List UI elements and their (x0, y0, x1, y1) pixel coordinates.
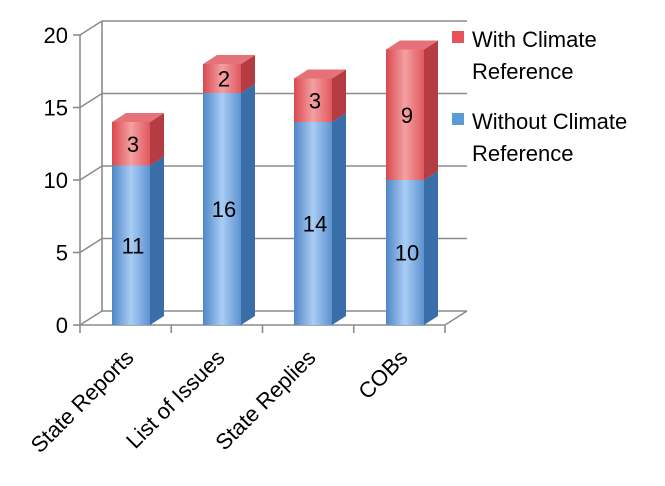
legend-label: Reference (472, 59, 574, 84)
data-label: 2 (218, 67, 230, 92)
data-label: 9 (401, 103, 413, 128)
bar-top (203, 55, 255, 64)
bar-side (241, 84, 255, 325)
legend-label: Without Climate (472, 109, 627, 134)
gridline-diagonal (79, 20, 103, 36)
data-label: 14 (303, 212, 327, 237)
legend-label: Reference (472, 141, 574, 166)
legend-swatch (452, 31, 464, 43)
bar-segment (386, 171, 438, 325)
bar-side (241, 55, 255, 93)
bar-side (332, 69, 346, 122)
bar-segment (203, 84, 255, 325)
axis-layer: 0 5 10 15 20 (44, 21, 468, 338)
data-label: 3 (309, 88, 321, 113)
x-category-label: State Reports (26, 345, 139, 458)
y-tick-label: 0 (56, 313, 68, 338)
bar-side (424, 171, 438, 325)
bar-segment (294, 113, 346, 325)
bar-top (112, 113, 164, 122)
data-label: 11 (122, 233, 145, 258)
bar-top (294, 69, 346, 79)
bar-segment (112, 156, 164, 325)
data-label: 3 (127, 132, 139, 157)
bar-segment (203, 55, 255, 93)
legend: With Climate Reference Without Climate Refe… (452, 27, 627, 166)
bar-front (112, 122, 150, 166)
bar-front (294, 78, 332, 122)
legend-label: With Climate (472, 27, 597, 52)
bar-front (386, 49, 424, 180)
bars-layer (112, 40, 438, 325)
bar-side (332, 113, 346, 325)
gridline-diagonal (79, 237, 103, 254)
bar-front (112, 165, 150, 325)
x-category-label: COBs (353, 345, 412, 404)
bar-side (424, 40, 438, 180)
gridline-diagonal (79, 92, 103, 109)
bar-top (386, 40, 438, 50)
bar-front (203, 93, 241, 325)
bar-segment (112, 113, 164, 166)
bar-side (150, 156, 164, 325)
bar-front (203, 64, 241, 93)
data-label: 10 (395, 241, 419, 266)
y-tick-label: 20 (44, 23, 68, 48)
bar-segment (294, 69, 346, 122)
data-label: 16 (212, 197, 236, 222)
y-tick-label: 15 (44, 96, 68, 121)
floor-right-edge (444, 310, 468, 326)
bar-front (386, 180, 424, 325)
gridline-diagonal (79, 310, 103, 326)
bar-side (150, 113, 164, 166)
gridline-diagonal (79, 165, 103, 181)
bar-front (294, 122, 332, 325)
bar-segment (386, 40, 438, 180)
legend-swatch (452, 113, 464, 125)
y-tick-label: 10 (44, 168, 68, 193)
y-tick-label: 5 (56, 241, 68, 266)
